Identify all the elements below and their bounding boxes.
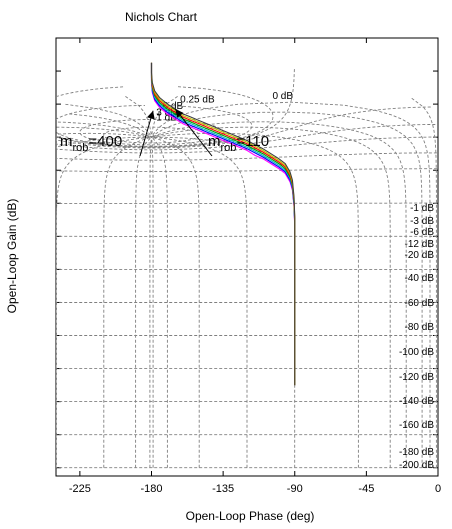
m-contour-label-lower: -60 dB (405, 298, 435, 309)
n-contour-mirror (56, 121, 152, 138)
m-contour-label: -20 dB (405, 250, 435, 261)
m-contour-label-lower: -80 dB (405, 322, 435, 333)
grid-labels: 0.25 dB 0 dB -1 dB -3 dB-6 dB-12 dB-20 dB 1 … (156, 91, 434, 471)
m-contour (56, 136, 437, 154)
m-contour-label-lower: -40 dB (405, 273, 435, 284)
m-contour (56, 86, 274, 148)
n-contour-mirror (65, 103, 152, 138)
m-contour-label: -1 dB (410, 203, 434, 214)
x-tick-label: -180 (140, 483, 162, 495)
m-contour-label-inner: 1 dB (156, 113, 177, 124)
m-contour-label-lower: -180 dB (399, 447, 434, 458)
m-contour-label-lower: -140 dB (399, 396, 434, 407)
m-contour-label-lower: -160 dB (399, 420, 434, 431)
m-contour (56, 69, 295, 148)
m-contour-label: -6 dB (410, 227, 434, 238)
m-contour-label: 0 dB (272, 91, 293, 102)
n-contour (151, 136, 200, 468)
x-tick-label: -225 (69, 483, 91, 495)
n-contour (151, 126, 391, 468)
m-contour-label-inner: 6 dB (163, 101, 184, 112)
n-contour (151, 136, 248, 468)
m-contour (56, 168, 438, 173)
annotation-arrowhead (175, 109, 184, 118)
m-contour (79, 119, 224, 146)
m-contour (56, 104, 253, 147)
x-tick-label: -90 (287, 483, 303, 495)
x-tick-label: -45 (358, 483, 374, 495)
m-contour-label-lower: -100 dB (399, 347, 434, 358)
annotations: mrob=400 mrob=110 (60, 108, 269, 157)
x-tick-label: 0 (435, 483, 441, 495)
annotation-label: mrob=110 (208, 133, 269, 154)
series-group (150, 62, 296, 386)
m-contour (56, 124, 436, 151)
n-contour (151, 111, 423, 468)
m-contour (103, 126, 200, 144)
n-contour-mirror (56, 136, 152, 468)
n-contour (151, 136, 168, 468)
n-contour-mirror (135, 136, 152, 468)
n-contour (151, 101, 431, 468)
annotation-label: mrob=400 (60, 133, 122, 154)
n-contour (151, 121, 407, 468)
m-contour (56, 106, 431, 149)
plot-area: -225 -180 -135 -90 -45 0 0.25 dB 0 dB -1 dB -3 dB… (55, 37, 441, 495)
m-contour-label-lower: -120 dB (399, 372, 434, 383)
annotation-arrow (174, 108, 213, 157)
n-contour-mirror (103, 136, 152, 468)
annotation-arrowhead (147, 110, 155, 120)
n-contour (151, 137, 154, 468)
n-contour-mirror (149, 137, 152, 468)
m-contour-label: 0.25 dB (180, 94, 215, 105)
y-axis-label: Open-Loop Gain (dB) (5, 199, 19, 314)
x-tick-label: -135 (212, 483, 234, 495)
m-contour-label: -12 dB (405, 239, 435, 250)
chart-title: Nichols Chart (125, 10, 198, 24)
x-axis-label: Open-Loop Phase (deg) (186, 509, 315, 523)
n-contour-mirror (56, 136, 152, 148)
n-contour (151, 132, 359, 468)
m-contour-label-lower: -200 dB (399, 460, 434, 471)
series-line-6 (150, 62, 296, 386)
m-contour-label: -3 dB (410, 216, 434, 227)
m-contour (56, 152, 437, 161)
